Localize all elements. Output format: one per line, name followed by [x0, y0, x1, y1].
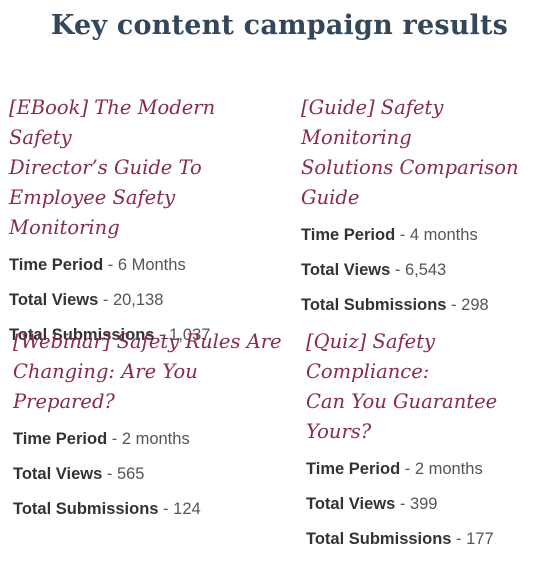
stat-label: Time Period: [301, 226, 396, 244]
campaign-card-ebook: [EBook] The Modern Safety Director’s Gui…: [9, 93, 279, 360]
card-title: [EBook] The Modern Safety Director’s Gui…: [9, 93, 279, 243]
stat-separator: -: [107, 430, 122, 448]
card-title-line: Solutions Comparison Guide: [301, 156, 519, 209]
stat-label: Time Period: [306, 460, 401, 478]
stat-time-period: Time Period - 6 Months: [9, 255, 279, 275]
campaign-card-quiz: [Quiz] Safety Compliance: Can You Guaran…: [306, 327, 556, 564]
stat-value: 20,138: [112, 291, 164, 309]
card-title-line: Changing: Are You Prepared?: [13, 360, 198, 413]
stat-total-submissions: Total Submissions - 298: [301, 295, 559, 315]
card-title-line: Director’s Guide To: [9, 156, 202, 179]
stat-label: Total Submissions: [9, 326, 155, 344]
stat-value: 2 months: [121, 430, 190, 448]
stat-label: Total Submissions: [301, 296, 447, 314]
stat-separator: -: [395, 226, 410, 244]
stat-label: Total Submissions: [13, 500, 159, 518]
stat-value: 6,543: [404, 261, 447, 279]
campaign-card-guide: [Guide] Safety Monitoring Solutions Comp…: [301, 93, 559, 330]
stat-separator: -: [451, 530, 467, 548]
stat-total-submissions: Total Submissions - 124: [13, 499, 283, 519]
page-title: Key content campaign results: [50, 10, 509, 41]
stat-label: Total Views: [9, 291, 99, 309]
stat-total-views: Total Views - 20,138: [9, 290, 279, 310]
stat-label: Total Submissions: [306, 530, 452, 548]
stat-total-submissions: Total Submissions - 1,037: [9, 325, 279, 345]
card-title: [Quiz] Safety Compliance: Can You Guaran…: [306, 327, 556, 447]
stat-separator: -: [102, 465, 117, 483]
campaign-card-webinar: [Webinar] Safety Rules Are Changing: Are…: [13, 327, 283, 534]
stat-label: Time Period: [13, 430, 108, 448]
stat-label: Total Views: [301, 261, 391, 279]
stat-value: 4 months: [409, 226, 478, 244]
stat-label: Total Views: [306, 495, 396, 513]
card-title-line: Employee Safety Monitoring: [9, 186, 176, 239]
stat-separator: -: [395, 495, 410, 513]
stat-separator: -: [158, 500, 174, 518]
card-title-line: [EBook] The Modern Safety: [9, 96, 216, 149]
stat-separator: -: [98, 291, 113, 309]
stat-label: Time Period: [9, 256, 104, 274]
stat-value: 1,037: [169, 326, 211, 344]
stat-time-period: Time Period - 4 months: [301, 225, 559, 245]
stat-separator: -: [446, 296, 462, 314]
stat-total-submissions: Total Submissions - 177: [306, 529, 556, 549]
stat-separator: -: [103, 256, 118, 274]
card-title-line: [Guide] Safety Monitoring: [301, 96, 444, 149]
stat-separator: -: [154, 326, 170, 344]
stat-total-views: Total Views - 6,543: [301, 260, 559, 280]
stat-value: 399: [409, 495, 438, 513]
card-title-line: [Quiz] Safety Compliance:: [306, 330, 436, 383]
card-title: [Webinar] Safety Rules Are Changing: Are…: [13, 327, 283, 417]
card-title-line: [Webinar] Safety Rules Are: [13, 330, 282, 353]
stat-value: 177: [466, 530, 494, 548]
stat-value: 6 Months: [117, 256, 186, 274]
stat-total-views: Total Views - 565: [13, 464, 283, 484]
stat-value: 565: [116, 465, 145, 483]
stat-value: 124: [173, 500, 201, 518]
stat-value: 298: [461, 296, 489, 314]
stat-time-period: Time Period - 2 months: [306, 459, 556, 479]
stat-time-period: Time Period - 2 months: [13, 429, 283, 449]
stat-separator: -: [390, 261, 405, 279]
card-title-line: Can You Guarantee Yours?: [306, 390, 498, 443]
stat-label: Total Views: [13, 465, 103, 483]
stat-total-views: Total Views - 399: [306, 494, 556, 514]
stat-value: 2 months: [414, 460, 483, 478]
stat-separator: -: [400, 460, 415, 478]
card-title: [Guide] Safety Monitoring Solutions Comp…: [301, 93, 559, 213]
